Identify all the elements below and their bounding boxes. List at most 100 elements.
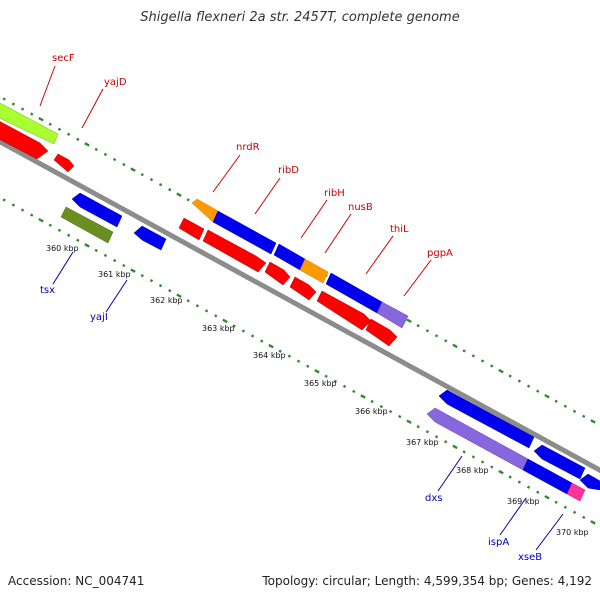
leader-yajD <box>81 88 104 129</box>
inner-ruler-tick <box>508 475 512 479</box>
label-thiL[interactable]: thiL <box>390 224 409 235</box>
label-secF[interactable]: secF <box>52 53 75 64</box>
gene-xseB[interactable] <box>566 482 586 502</box>
gene-ribH[interactable] <box>273 243 306 271</box>
inner-ruler-tick <box>406 419 412 424</box>
genome-summary-text: Topology: circular; Length: 4,599,354 bp… <box>262 574 592 588</box>
outer-ruler-tick <box>158 183 163 187</box>
leader-ispA <box>499 497 527 536</box>
inner-ruler-tick <box>324 374 328 378</box>
gene-blue-r1[interactable] <box>71 192 123 228</box>
gene-red-2[interactable] <box>53 153 75 173</box>
gene-red-8[interactable] <box>365 318 398 347</box>
leader-nrdR <box>212 154 241 193</box>
gene-red-7[interactable] <box>316 290 372 331</box>
inner-ruler-tick <box>122 263 126 268</box>
label-xseB[interactable]: xseB <box>518 552 542 563</box>
inner-ruler-tick <box>11 203 16 207</box>
gene-red-6[interactable] <box>289 276 317 301</box>
leader-tsx <box>52 251 74 285</box>
scale-label-361: 361 kbp <box>98 270 131 279</box>
inner-ruler-tick <box>554 500 558 504</box>
inner-ruler-tick <box>379 404 384 409</box>
outer-ruler-tick <box>526 384 531 388</box>
scale-label-363: 363 kbp <box>202 324 235 333</box>
forward-outer-genes <box>0 102 409 329</box>
outer-ruler-tick <box>84 142 90 147</box>
outer-ruler-tick <box>582 414 586 419</box>
outer-ruler-tick <box>176 192 182 197</box>
gene-red-5[interactable] <box>264 261 291 286</box>
outer-ruler-tick <box>544 393 550 399</box>
inner-ruler-tick <box>57 228 62 232</box>
inner-ruler-tick <box>2 198 6 202</box>
outer-ruler-tick <box>66 132 71 136</box>
outer-ruler-tick <box>434 334 439 338</box>
leader-ribH <box>300 199 328 239</box>
inner-ruler-tick <box>471 455 476 459</box>
inner-ruler-tick <box>388 409 393 414</box>
gene-blue-r2[interactable] <box>438 389 535 449</box>
gene-tsx[interactable] <box>60 206 114 244</box>
map-title: Shigella flexneri 2a str. 2457T, complet… <box>140 10 460 25</box>
inner-ruler-tick <box>360 394 366 399</box>
scale-labels: 360 kbp 361 kbp 362 kbp 363 kbp 364 kbp … <box>46 244 589 537</box>
label-tsx[interactable]: tsx <box>40 285 55 296</box>
gene-nusB[interactable] <box>299 258 329 284</box>
gene-red-3[interactable] <box>178 217 205 241</box>
outer-ruler-tick <box>122 162 126 167</box>
gene-yajI[interactable] <box>133 225 167 251</box>
label-ribD[interactable]: ribD <box>278 165 299 176</box>
scale-label-365: 365 kbp <box>304 379 337 388</box>
label-dxs[interactable]: dxs <box>425 493 442 504</box>
label-yajI[interactable]: yajI <box>90 312 108 323</box>
outer-ruler-tick <box>490 364 494 368</box>
inner-ruler-tick <box>333 379 338 384</box>
inner-ruler-tick <box>103 253 108 258</box>
gene-blue-r4[interactable] <box>579 473 600 491</box>
inner-ruler-tick <box>434 435 439 439</box>
forward-labels: secF yajD nrdR ribD ribH nusB thiL pgpA <box>52 53 453 259</box>
inner-ruler-tick <box>536 490 540 494</box>
inner-ruler-tick <box>278 349 282 353</box>
label-ribH[interactable]: ribH <box>324 188 345 199</box>
gene-blue-r3[interactable] <box>533 444 586 480</box>
inner-ruler-tick <box>398 414 402 419</box>
outer-ruler-tick <box>563 404 568 408</box>
inner-ruler-tick <box>517 480 522 484</box>
inner-ruler-tick <box>66 233 71 237</box>
label-pgpA[interactable]: pgpA <box>427 248 453 259</box>
inner-ruler-tick <box>268 343 274 349</box>
scale-label-362: 362 kbp <box>150 296 183 305</box>
inner-ruler-tick <box>38 217 44 223</box>
inner-ruler-tick <box>186 299 190 303</box>
gene-red-4[interactable] <box>202 229 267 273</box>
outer-ruler-tick <box>2 97 6 101</box>
outer-ruler-tick <box>149 177 154 182</box>
label-nrdR[interactable]: nrdR <box>236 142 260 153</box>
gene-pgpA[interactable] <box>376 301 409 329</box>
inner-ruler-tick <box>84 243 90 248</box>
inner-ruler-tick <box>260 339 264 343</box>
inner-ruler-tick <box>30 213 34 217</box>
inner-ruler-tick <box>168 289 172 293</box>
label-nusB[interactable]: nusB <box>348 202 373 213</box>
outer-ruler-tick <box>38 116 44 122</box>
gene-red-1[interactable] <box>0 121 49 160</box>
outer-ruler-tick <box>572 409 577 414</box>
label-yajD[interactable]: yajD <box>104 77 127 88</box>
outer-ruler-tick <box>452 343 458 349</box>
outer-ruler-tick <box>30 112 34 116</box>
gene-secF[interactable] <box>0 102 59 145</box>
inner-ruler-tick <box>204 309 209 313</box>
label-ispA[interactable]: ispA <box>488 537 509 548</box>
inner-ruler-tick <box>444 440 448 444</box>
gene-nrdR[interactable] <box>191 198 219 223</box>
outer-ruler-tick <box>20 107 25 111</box>
inner-ruler-tick <box>176 293 182 298</box>
gene-ribD[interactable] <box>212 210 277 255</box>
leader-thiL <box>365 235 394 275</box>
inner-ruler-tick <box>498 469 504 475</box>
outer-ruler-tick <box>425 329 430 333</box>
